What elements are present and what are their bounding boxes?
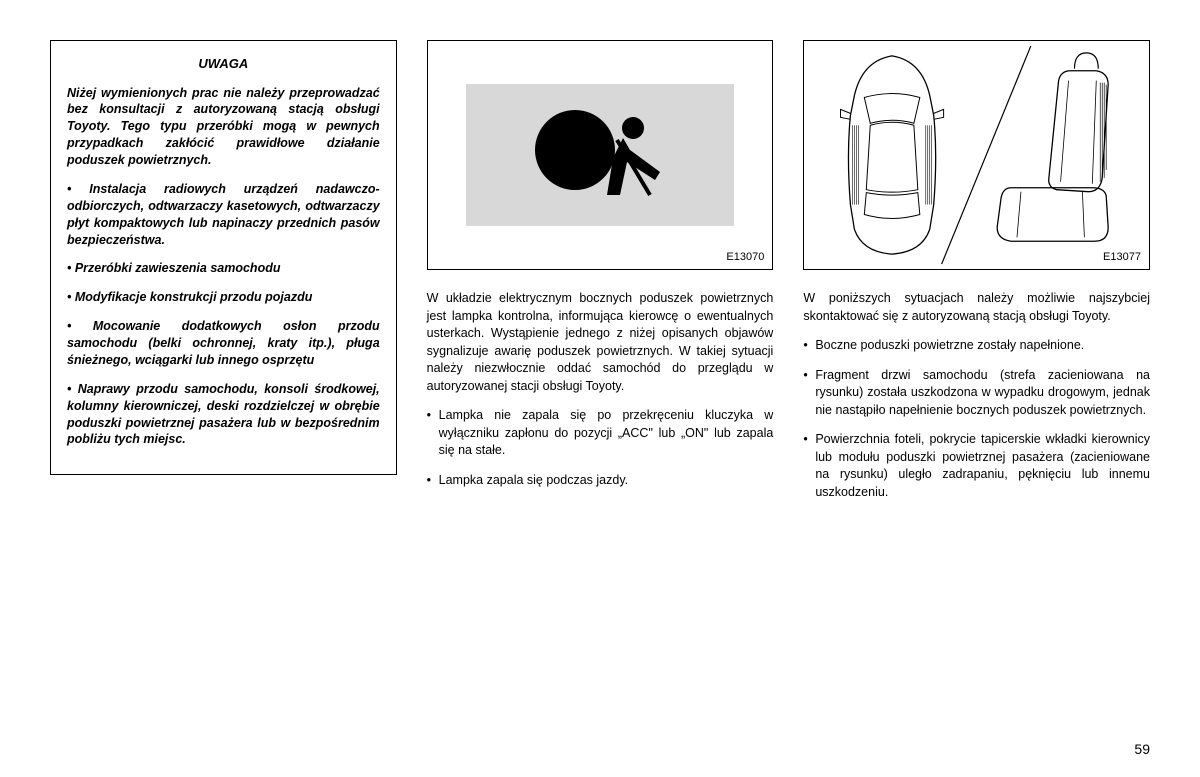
warning-title: UWAGA bbox=[67, 55, 380, 73]
warning-bullet-5: • Naprawy przodu samochodu, konsoli środ… bbox=[67, 381, 380, 449]
warning-bullet-3: • Modyfikacje konstrukcji przodu pojazdu bbox=[67, 289, 380, 306]
car-seat-diagram bbox=[804, 41, 1149, 269]
warning-box: UWAGA Niżej wymienionych prac nie należy… bbox=[50, 40, 397, 475]
col3-paragraph: W poniższych sytuacjach należy możliwie … bbox=[803, 290, 1150, 325]
column-2: E13070 W układzie elektrycznym bocznych … bbox=[427, 40, 774, 747]
col2-paragraph: W układzie elektrycznym bocznych podusze… bbox=[427, 290, 774, 395]
warning-intro: Niżej wymienionych prac nie należy przep… bbox=[67, 85, 380, 169]
column-3: E13077 W poniższych sytuacjach należy mo… bbox=[803, 40, 1150, 747]
col2-bullet-1: Lampka nie zapala się po przekręceniu kl… bbox=[427, 407, 774, 460]
warning-bullet-1: • Instalacja radiowych urządzeń nadawczo… bbox=[67, 181, 380, 249]
figure-label-2: E13077 bbox=[1103, 251, 1141, 263]
col3-bullet-1: Boczne poduszki powietrzne zostały napeł… bbox=[803, 337, 1150, 355]
col3-bullet-2: Fragment drzwi samochodu (strefa zacieni… bbox=[803, 367, 1150, 420]
col3-bullet-3: Powierzchnia foteli, pokrycie tapicerski… bbox=[803, 431, 1150, 501]
airbag-icon-bg bbox=[466, 84, 735, 225]
figure-label-1: E13070 bbox=[726, 251, 764, 263]
airbag-icon bbox=[525, 100, 675, 210]
page-grid: UWAGA Niżej wymienionych prac nie należy… bbox=[50, 40, 1150, 747]
warning-bullet-2: • Przeróbki zawieszenia samochodu bbox=[67, 260, 380, 277]
warning-bullet-4: • Mocowanie dodatkowych osłon przodu sam… bbox=[67, 318, 380, 369]
page-number: 59 bbox=[1134, 741, 1150, 757]
column-1: UWAGA Niżej wymienionych prac nie należy… bbox=[50, 40, 397, 747]
col2-bullet-2: Lampka zapala się podczas jazdy. bbox=[427, 472, 774, 490]
figure-car-seat: E13077 bbox=[803, 40, 1150, 270]
figure-airbag-lamp: E13070 bbox=[427, 40, 774, 270]
